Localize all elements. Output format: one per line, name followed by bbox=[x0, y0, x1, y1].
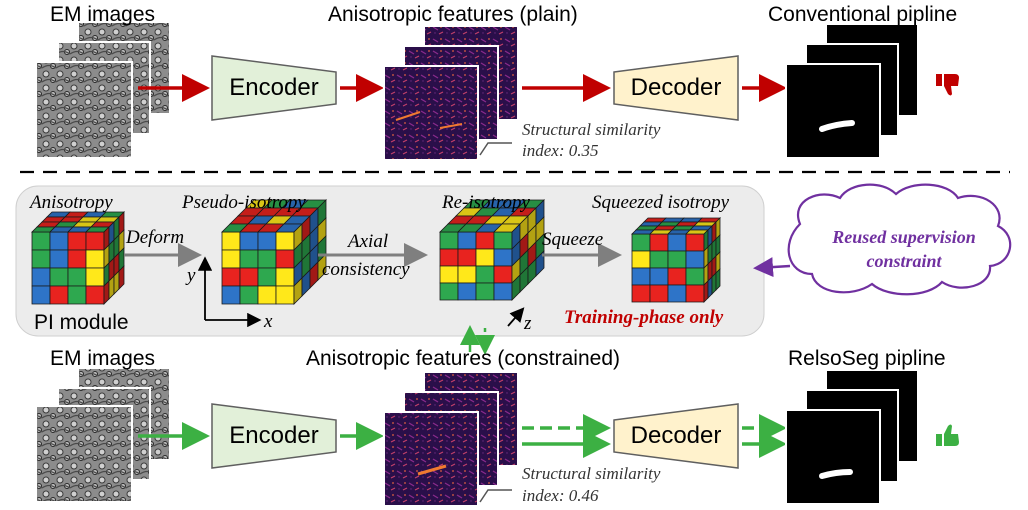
axis-y-label: y bbox=[187, 265, 196, 286]
bottom-output-label: RelsoSeg pipline bbox=[788, 347, 946, 370]
top-output-mask-stack bbox=[785, 23, 919, 159]
thumbs-up-icon bbox=[936, 424, 959, 446]
top-em-image-stack bbox=[35, 21, 171, 159]
top-ssim-line2: index: 0.35 bbox=[522, 141, 599, 160]
bottom-ssim-pointer bbox=[479, 489, 512, 503]
axis-x-label: x bbox=[264, 311, 273, 332]
squeeze-label: Squeeze bbox=[542, 229, 604, 250]
bottom-encoder-label: Encoder bbox=[229, 422, 319, 449]
bottom-em-image-stack bbox=[35, 367, 171, 503]
bottom-ssim-line2: index: 0.46 bbox=[522, 486, 599, 505]
top-decoder-label: Decoder bbox=[630, 74, 722, 101]
thumbs-down-icon bbox=[936, 74, 959, 96]
squeezed-isotropy-cube bbox=[631, 217, 721, 303]
anisotropy-label: Anisotropy bbox=[30, 192, 113, 213]
anisotropy-cube bbox=[31, 211, 125, 305]
top-encoder-block bbox=[211, 55, 337, 121]
pseudo-isotropy-cube bbox=[221, 199, 327, 305]
axial-label: Axial bbox=[348, 231, 389, 252]
deform-label: Deform bbox=[126, 227, 185, 248]
bottom-ssim-line1: Structural similarity bbox=[522, 464, 661, 483]
top-feature-map-stack bbox=[383, 25, 519, 161]
re-isotropy-cube bbox=[439, 199, 545, 301]
top-features-label: Anisotropic features (plain) bbox=[328, 3, 578, 26]
top-ssim-line1: Structural similarity bbox=[522, 120, 661, 139]
top-em-images-label: EM images bbox=[50, 3, 156, 26]
axis-z-label: z bbox=[524, 313, 532, 334]
re-isotropy-label: Re-isotropy bbox=[442, 192, 530, 213]
bottom-feature-map-stack bbox=[383, 371, 519, 507]
training-phase-note: Training-phase only bbox=[564, 307, 724, 328]
cloud-arrow bbox=[753, 257, 791, 278]
squeezed-isotropy-label: Squeezed isotropy bbox=[592, 192, 730, 213]
bottom-em-images-label: EM images bbox=[50, 347, 156, 370]
z-axis-arrow bbox=[507, 307, 525, 327]
bottom-decoder-block bbox=[613, 403, 739, 469]
top-encoder-label: Encoder bbox=[229, 74, 319, 101]
top-ssim-pointer bbox=[479, 142, 512, 156]
reused-supervision-cloud bbox=[787, 183, 1012, 296]
cloud-text-line1: Reused supervision bbox=[832, 227, 976, 247]
top-output-label: Conventional pipline bbox=[768, 3, 958, 26]
bottom-encoder-block bbox=[211, 403, 337, 469]
pseudo-isotropy-label: Pseudo-isotropy bbox=[182, 192, 306, 213]
consistency-label: consistency bbox=[322, 259, 410, 280]
cloud-text-line2: constraint bbox=[866, 251, 942, 271]
bottom-decoder-label: Decoder bbox=[630, 422, 722, 449]
top-decoder-block bbox=[613, 55, 739, 121]
bottom-features-label: Anisotropic features (constrained) bbox=[306, 347, 620, 370]
pi-module-label: PI module bbox=[34, 311, 129, 334]
bottom-output-mask-stack bbox=[785, 369, 919, 505]
